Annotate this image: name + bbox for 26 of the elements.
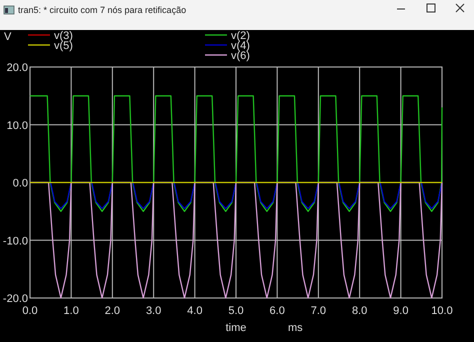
x-tick-label: 1.0	[64, 305, 79, 317]
y-tick-label: 10.0	[6, 120, 28, 132]
y-axis-title: V	[4, 31, 12, 43]
legend-label: v(6)	[231, 50, 250, 62]
x-tick-label: 8.0	[352, 305, 368, 317]
legend-label: v(3)	[54, 30, 73, 42]
y-tick-label: -10.0	[2, 235, 28, 248]
legend-label: v(4)	[231, 40, 250, 52]
x-tick-label: 7.0	[310, 305, 326, 317]
x-tick-label: 3.0	[146, 305, 162, 317]
x-tick-label: 0.0	[22, 305, 38, 317]
legend-label: v(5)	[54, 40, 73, 52]
x-tick-label: 9.0	[393, 305, 408, 317]
chart-title: tran5: * circuito com 7 nós para retificação	[18, 5, 186, 15]
text: ms	[288, 322, 304, 334]
y-tick-label: -20.0	[2, 293, 28, 305]
y-tick-label: 0.0	[12, 178, 28, 190]
y-tick-label: 20.0	[6, 62, 28, 74]
x-tick-label: 5.0	[228, 305, 244, 317]
legend-label: v(2)	[231, 30, 250, 42]
x-tick-label: 6.0	[270, 305, 285, 317]
x-tick-label: 2.0	[104, 305, 120, 317]
x-axis-title: time	[226, 322, 246, 334]
x-tick-label: 10.0	[431, 305, 453, 317]
x-tick-label: 4.0	[187, 305, 202, 317]
line-series	[29, 95, 443, 212]
